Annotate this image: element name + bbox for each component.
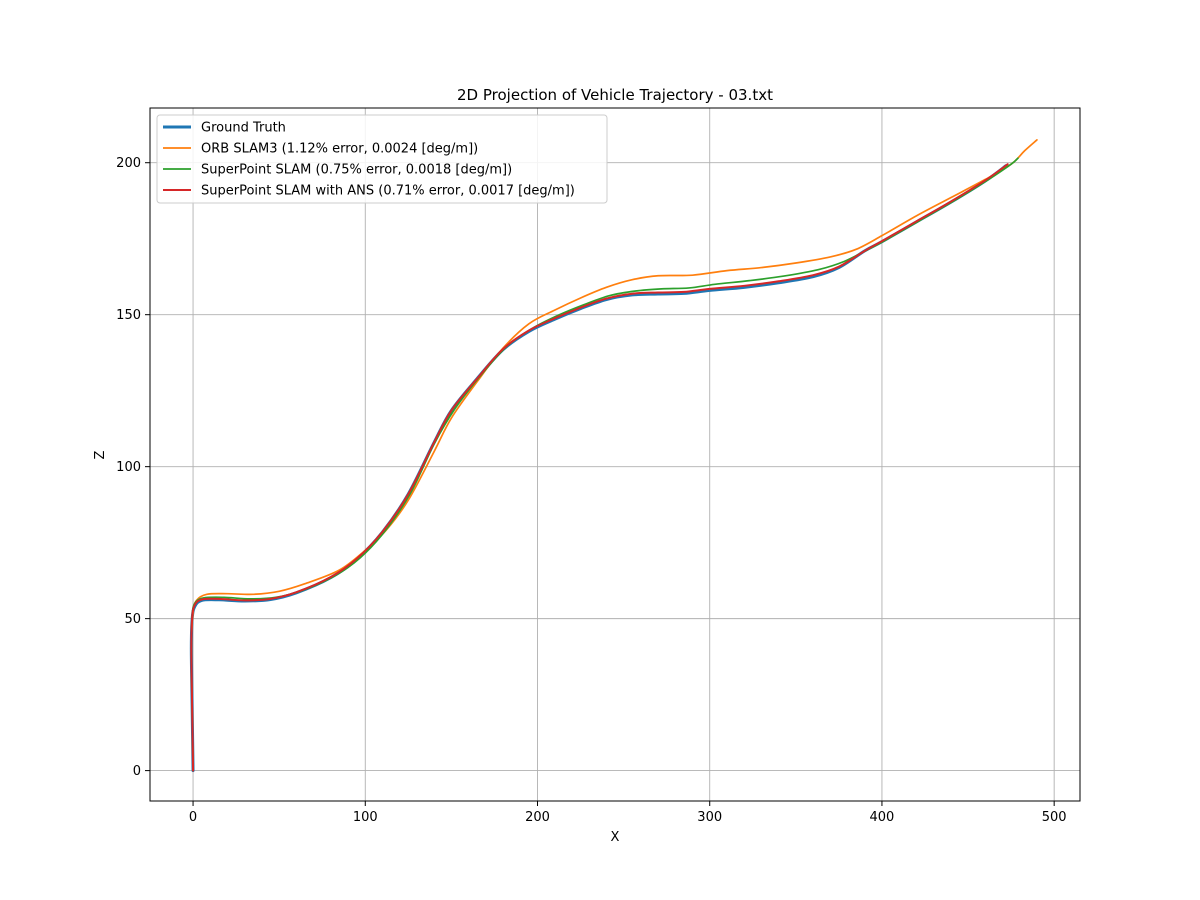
legend-entry-2: SuperPoint SLAM (0.75% error, 0.0018 [de… — [201, 163, 512, 178]
series-lines — [189, 139, 1038, 773]
x-tick-label: 0 — [189, 810, 197, 825]
legend: Ground Truth ORB SLAM3 (1.12% error, 0.00… — [156, 114, 608, 204]
y-tick-label: 200 — [116, 156, 141, 171]
legend-entry-0: Ground Truth — [201, 121, 286, 136]
chart-title: 2D Projection of Vehicle Trajectory - 03… — [457, 86, 773, 104]
legend-entry-3: SuperPoint SLAM with ANS (0.71% error, 0… — [201, 184, 575, 199]
legend-entry-1: ORB SLAM3 (1.12% error, 0.0024 [deg/m]) — [201, 142, 478, 157]
y-tick-label: 150 — [116, 308, 141, 323]
y-tick-label: 50 — [124, 612, 141, 627]
x-tick-label: 500 — [1042, 810, 1067, 825]
x-axis-ticks: 0 100 200 300 400 500 — [189, 801, 1067, 825]
series-line-1 — [190, 139, 1038, 772]
x-tick-label: 400 — [870, 810, 895, 825]
plot-frame — [149, 107, 1081, 802]
grid-lines — [150, 108, 1080, 801]
y-axis-ticks: 0 50 100 150 200 — [116, 156, 150, 779]
y-axis-label: Z — [93, 450, 108, 459]
x-tick-label: 200 — [525, 810, 550, 825]
y-tick-label: 0 — [133, 764, 141, 779]
legend-box — [156, 114, 608, 204]
series-line-3 — [190, 163, 1009, 772]
x-axis-label: X — [611, 830, 620, 845]
x-tick-label: 100 — [353, 810, 378, 825]
y-tick-label: 100 — [116, 460, 141, 475]
x-tick-label: 300 — [697, 810, 722, 825]
